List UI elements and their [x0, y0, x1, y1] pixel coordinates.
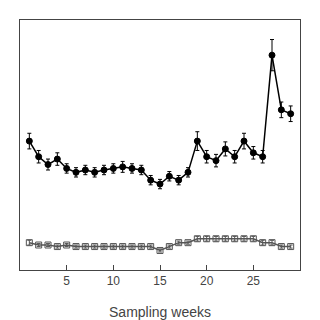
svg-text:Sampling weeks: Sampling weeks	[109, 304, 211, 320]
svg-text:20: 20	[200, 274, 214, 288]
svg-text:10: 10	[107, 274, 121, 288]
svg-text:15: 15	[153, 274, 167, 288]
svg-text:25: 25	[247, 274, 261, 288]
svg-text:5: 5	[63, 274, 70, 288]
